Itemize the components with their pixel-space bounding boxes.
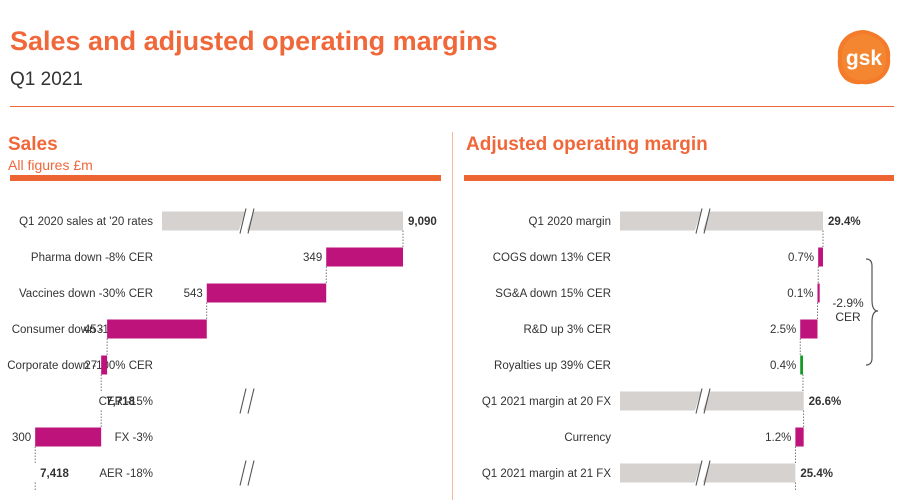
sales-category-label: Pharma down -8% CER [31,252,153,264]
panel-divider [452,132,453,500]
bracket-label-value: -2.9% [832,296,864,310]
gsk-logo: gsk [837,30,891,85]
sales-change-bar [107,319,207,339]
sales-axis-break-line [247,460,255,486]
sales-value-label: 9,090 [408,216,437,228]
sales-category-label: Vaccines down -30% CER [19,288,153,300]
margin-axis-break-line [695,460,703,486]
margin-category-label: Currency [564,432,611,444]
sales-value-label: 7,418 [40,468,69,480]
margin-total-bar [620,463,796,483]
sales-change-bar [35,427,102,447]
margin-change-bar [817,283,820,303]
margin-axis-break-line [703,208,711,234]
margin-category-label: COGS down 13% CER [493,252,611,264]
sales-total-bar [162,211,403,231]
margin-axis-break-line [703,460,711,486]
sales-axis-break-line [239,460,247,486]
margin-change-bar [800,319,818,339]
sales-category-label: Q1 2020 sales at '20 rates [19,216,153,228]
margin-value-label: 1.2% [765,432,791,444]
sales-axis-break-line [247,208,255,234]
sales-change-bar [101,355,108,375]
margin-value-label: 25.4% [800,468,833,480]
sales-category-label: CER -15% [99,396,153,408]
margin-axis-break-line [695,388,703,414]
sales-axis-break-line [239,388,247,414]
sales-waterfall: Q1 2020 sales at '20 rates 9,090 Pharma do… [7,208,437,492]
page-title: Sales and adjusted operating margins [10,26,498,56]
logo-text: gsk [846,47,883,70]
margin-change-bar [818,247,823,267]
sales-category-label: Corporate down -100% CER [7,360,153,372]
margin-category-label: SG&A down 15% CER [495,288,611,300]
margin-category-label: Royalties up 39% CER [494,360,611,372]
margin-value-label: 0.4% [770,360,796,372]
sales-value-label: 453 [84,324,103,336]
margin-value-label: 29.4% [828,216,861,228]
margin-panel-rule [464,175,894,181]
sales-panel-rule [10,175,441,181]
sales-axis-break-line [247,388,255,414]
margin-value-label: 0.1% [787,288,813,300]
sales-panel-subtitle: All figures £m [8,157,93,173]
margin-waterfall: Q1 2020 margin 29.4% COGS down 13% CER 0.7%… [482,208,861,492]
bracket-label-unit: CER [835,310,861,324]
margin-category-label: Q1 2021 margin at 20 FX [482,396,611,408]
margin-value-label: 0.7% [788,252,814,264]
sales-category-label: AER -18% [99,468,153,480]
margin-total-bar [620,211,823,231]
margin-value-label: 2.5% [770,324,796,336]
cer-bracket: -2.9% CER [832,258,879,366]
sales-value-label: 300 [12,432,31,444]
margin-change-bar [795,427,804,447]
header-rule [10,106,894,107]
sales-panel-title: Sales [8,134,58,155]
margin-panel-title: Adjusted operating margin [466,134,708,155]
margin-axis-break-line [703,388,711,414]
margin-category-label: Q1 2020 margin [529,216,611,228]
sales-category-label: FX -3% [115,432,153,444]
sales-axis-break-line [239,208,247,234]
sales-change-bar [326,247,403,267]
sales-change-bar [206,283,327,303]
margin-change-bar [800,355,803,375]
sales-value-label: 7,718 [106,396,135,408]
margin-value-label: 26.6% [809,396,842,408]
sales-value-label: 349 [303,252,322,264]
margin-axis-break-line [695,208,703,234]
sales-value-label: 543 [184,288,203,300]
sales-value-label: 27 [84,360,97,372]
margin-category-label: Q1 2021 margin at 21 FX [482,468,611,480]
margin-total-bar [620,391,804,411]
margin-category-label: R&D up 3% CER [523,324,611,336]
page-subtitle: Q1 2021 [10,69,83,90]
